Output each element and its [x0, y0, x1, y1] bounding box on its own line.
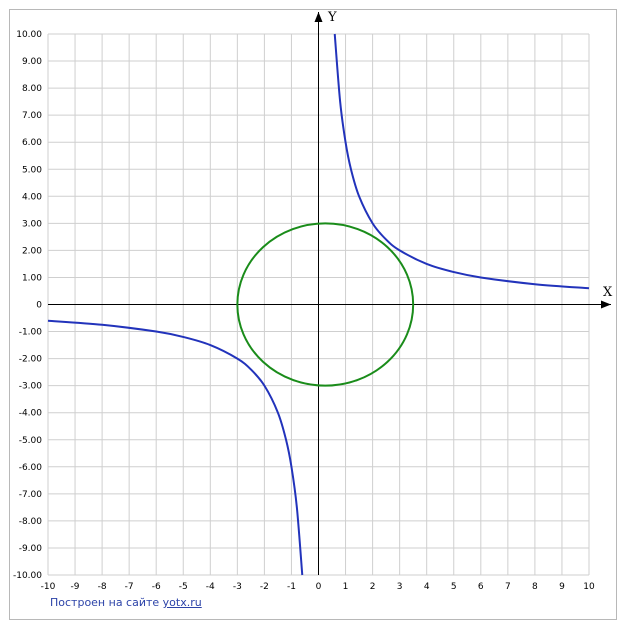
y-tick-label: 4.00: [22, 192, 42, 202]
y-tick-label: 6.00: [22, 138, 42, 148]
curves: [47, 33, 590, 576]
x-tick-label: -2: [260, 582, 269, 592]
series-hyperbola-branch-1: [333, 33, 590, 290]
credit-text: Построен на сайте: [50, 596, 160, 609]
x-tick-label: -3: [233, 582, 242, 592]
y-tick-label: -10.00: [13, 571, 42, 581]
y-tick-label: -8.00: [19, 517, 43, 527]
x-tick-label: 9: [559, 582, 565, 592]
chart-frame: [9, 9, 617, 620]
credit-link[interactable]: yotx.ru: [162, 596, 202, 609]
x-tick-label: 8: [532, 582, 538, 592]
x-tick-label: -1: [287, 582, 296, 592]
x-tick-label: 4: [424, 582, 430, 592]
x-tick-label: 0: [316, 582, 322, 592]
series-hyperbola-branch-0: [47, 319, 304, 576]
x-tick-label: -4: [206, 582, 215, 592]
x-axis-arrow: [601, 300, 611, 309]
y-tick-label: 0: [36, 301, 42, 311]
x-tick-label: 1: [343, 582, 349, 592]
y-tick-label: -9.00: [19, 544, 43, 554]
x-tick-label: 10: [583, 582, 595, 592]
series-circle: [236, 222, 415, 387]
y-tick-label: -7.00: [19, 490, 43, 500]
y-tick-label: -3.00: [19, 382, 43, 392]
axes: [48, 12, 611, 575]
y-axis-arrow: [314, 12, 323, 22]
x-tick-label: -8: [98, 582, 107, 592]
y-tick-label: 1.00: [22, 273, 42, 283]
x-axis-label: X: [603, 285, 613, 300]
y-tick-label: 9.00: [22, 57, 42, 67]
x-tick-label: -5: [179, 582, 188, 592]
tick-labels: -10 -9 -8 -7 -6 -5 -4 -3 -2 -1 0 1 2 3 4 5 6 7 8 9 1010.009.…: [13, 30, 595, 592]
y-tick-label: 10.00: [16, 30, 42, 40]
x-tick-label: -7: [125, 582, 134, 592]
y-tick-label: 8.00: [22, 84, 42, 94]
x-tick-label: 2: [370, 582, 376, 592]
y-tick-label: 3.00: [22, 219, 42, 229]
y-tick-label: -5.00: [19, 436, 43, 446]
x-tick-label: 7: [505, 582, 511, 592]
y-tick-label: -2.00: [19, 355, 43, 365]
x-tick-label: -9: [71, 582, 80, 592]
x-tick-label: 5: [451, 582, 457, 592]
y-tick-label: -1.00: [19, 328, 43, 338]
x-tick-label: 3: [397, 582, 403, 592]
x-tick-label: -10: [41, 582, 56, 592]
x-tick-label: -6: [152, 582, 161, 592]
y-tick-label: 7.00: [22, 111, 42, 121]
y-tick-label: -6.00: [19, 463, 43, 473]
y-tick-label: -4.00: [19, 409, 43, 419]
y-axis-label: Y: [327, 10, 337, 25]
y-tick-label: 5.00: [22, 165, 42, 175]
x-tick-label: 6: [478, 582, 484, 592]
y-tick-label: 2.00: [22, 246, 42, 256]
credit-line: Построен на сайте yotx.ru: [50, 596, 202, 609]
